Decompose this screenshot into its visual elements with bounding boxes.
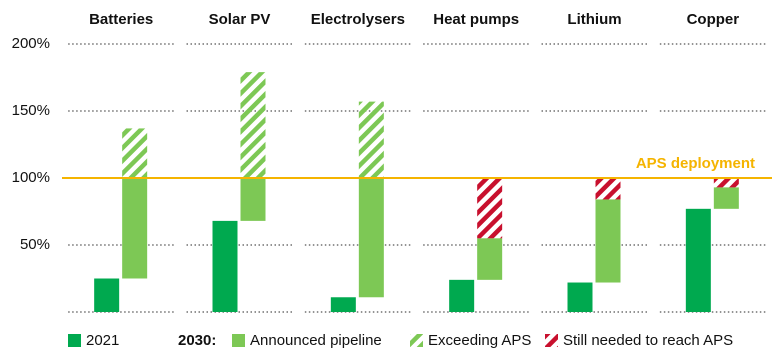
- bar-segment: [122, 178, 148, 279]
- legend-swatch: [410, 334, 423, 347]
- legend-swatch: [545, 334, 558, 347]
- bar-segment: [358, 101, 384, 178]
- reference-label: APS deployment: [636, 155, 755, 172]
- panel-title: Batteries: [89, 11, 153, 28]
- legend-label: 2021: [86, 332, 119, 349]
- legend-label: Announced pipeline: [250, 332, 382, 349]
- legend-swatch: [68, 334, 81, 347]
- panel-title: Lithium: [567, 11, 621, 28]
- bar-segment: [477, 178, 503, 239]
- bar-segment: [685, 208, 711, 312]
- bar-segment: [122, 128, 148, 178]
- panel-title: Solar PV: [209, 11, 271, 28]
- bar-segment: [240, 178, 266, 221]
- bar-segment: [94, 278, 120, 312]
- bar-segment: [212, 220, 238, 312]
- bar-segment: [358, 178, 384, 298]
- bar-segment: [567, 282, 593, 312]
- bar-segment: [449, 279, 475, 312]
- legend-prefix: 2030:: [178, 332, 216, 349]
- panel-title: Copper: [687, 11, 740, 28]
- bar-segment: [330, 297, 356, 312]
- y-tick-label: 100%: [12, 169, 50, 186]
- y-tick-label: 200%: [12, 35, 50, 52]
- y-tick-label: 150%: [12, 102, 50, 119]
- bar-segment: [595, 199, 621, 283]
- legend-swatch: [232, 334, 245, 347]
- y-tick-label: 50%: [20, 236, 50, 253]
- bar-segment: [477, 238, 503, 280]
- panel-title: Electrolysers: [311, 11, 405, 28]
- panel-title: Heat pumps: [433, 11, 519, 28]
- bar-segment: [240, 72, 266, 178]
- legend-label: Still needed to reach APS: [563, 332, 733, 349]
- bar-segment: [713, 187, 739, 209]
- bar-segment: [713, 178, 739, 188]
- bar-segment: [595, 178, 621, 200]
- legend-label: Exceeding APS: [428, 332, 531, 349]
